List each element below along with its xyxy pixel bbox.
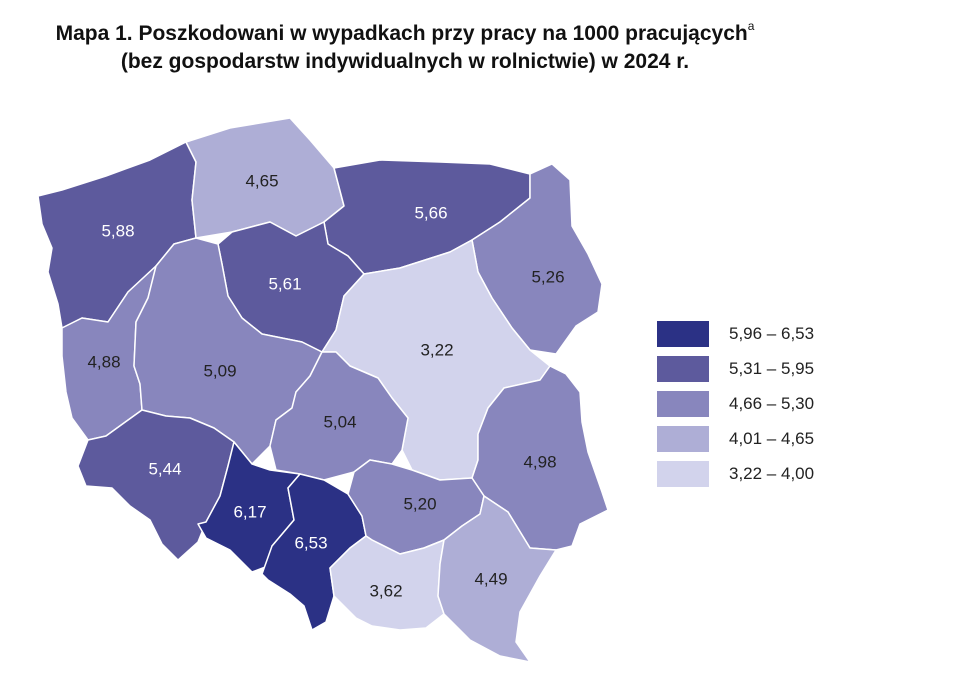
region-podlaskie[interactable] bbox=[471, 163, 603, 355]
legend-swatch bbox=[657, 425, 709, 452]
legend-swatch bbox=[657, 355, 709, 382]
region-value-pomorskie: 4,65 bbox=[245, 171, 278, 190]
voivodeship-shapes bbox=[37, 117, 609, 663]
region-value-lodzkie: 5,04 bbox=[323, 412, 356, 431]
title-line-1-text: Mapa 1. Poszkodowani w wypadkach przy pr… bbox=[55, 22, 748, 45]
legend-item: 5,31 – 5,95 bbox=[657, 351, 814, 386]
legend-item: 5,96 – 6,53 bbox=[657, 316, 814, 351]
legend-label: 5,96 – 6,53 bbox=[729, 323, 815, 343]
legend-swatch bbox=[657, 460, 709, 487]
footnote-mark: a bbox=[747, 19, 755, 33]
region-value-podlaskie: 5,26 bbox=[531, 267, 564, 286]
region-value-wielkopolskie: 5,09 bbox=[203, 361, 236, 380]
legend: 5,96 – 6,53 5,31 – 5,95 4,66 – 5,30 4,01… bbox=[657, 316, 814, 491]
region-value-zachodniopomorskie: 5,88 bbox=[101, 221, 134, 240]
legend-label: 4,66 – 5,30 bbox=[729, 393, 815, 413]
legend-swatch bbox=[657, 320, 709, 347]
legend-label: 5,31 – 5,95 bbox=[729, 358, 815, 378]
region-opolskie[interactable] bbox=[197, 441, 301, 573]
legend-item: 4,66 – 5,30 bbox=[657, 386, 814, 421]
region-value-lubuskie: 4,88 bbox=[87, 352, 120, 371]
region-value-labels: 5,88 4,65 5,66 5,61 5,26 4,88 5,09 3,22 5,04 5,44… bbox=[87, 171, 564, 600]
region-value-malopolskie: 3,62 bbox=[369, 581, 402, 600]
legend-item: 3,22 – 4,00 bbox=[657, 456, 814, 491]
legend-item: 4,01 – 4,65 bbox=[657, 421, 814, 456]
title-line-1: Mapa 1. Poszkodowani w wypadkach przy pr… bbox=[0, 14, 810, 48]
title-line-2: (bez gospodarstw indywidualnych w rolnic… bbox=[120, 50, 690, 73]
legend-swatch bbox=[657, 390, 709, 417]
region-malopolskie[interactable] bbox=[329, 535, 445, 631]
map-title: Mapa 1. Poszkodowani w wypadkach przy pr… bbox=[0, 14, 810, 76]
region-value-lubelskie: 4,98 bbox=[523, 452, 556, 471]
legend-label: 4,01 – 4,65 bbox=[729, 428, 815, 448]
region-value-podkarpackie: 4,49 bbox=[474, 569, 507, 588]
region-value-kujawsko-pomorskie: 5,61 bbox=[268, 274, 301, 293]
region-value-slaskie: 6,53 bbox=[294, 533, 327, 552]
legend-label: 3,22 – 4,00 bbox=[729, 463, 815, 483]
region-value-opolskie: 6,17 bbox=[233, 502, 266, 521]
region-value-warminsko-mazurskie: 5,66 bbox=[414, 203, 447, 222]
region-value-mazowieckie: 3,22 bbox=[420, 340, 453, 359]
region-value-dolnoslaskie: 5,44 bbox=[148, 459, 181, 478]
region-podkarpackie[interactable] bbox=[437, 495, 557, 663]
region-value-swietokrzyskie: 5,20 bbox=[403, 494, 436, 513]
